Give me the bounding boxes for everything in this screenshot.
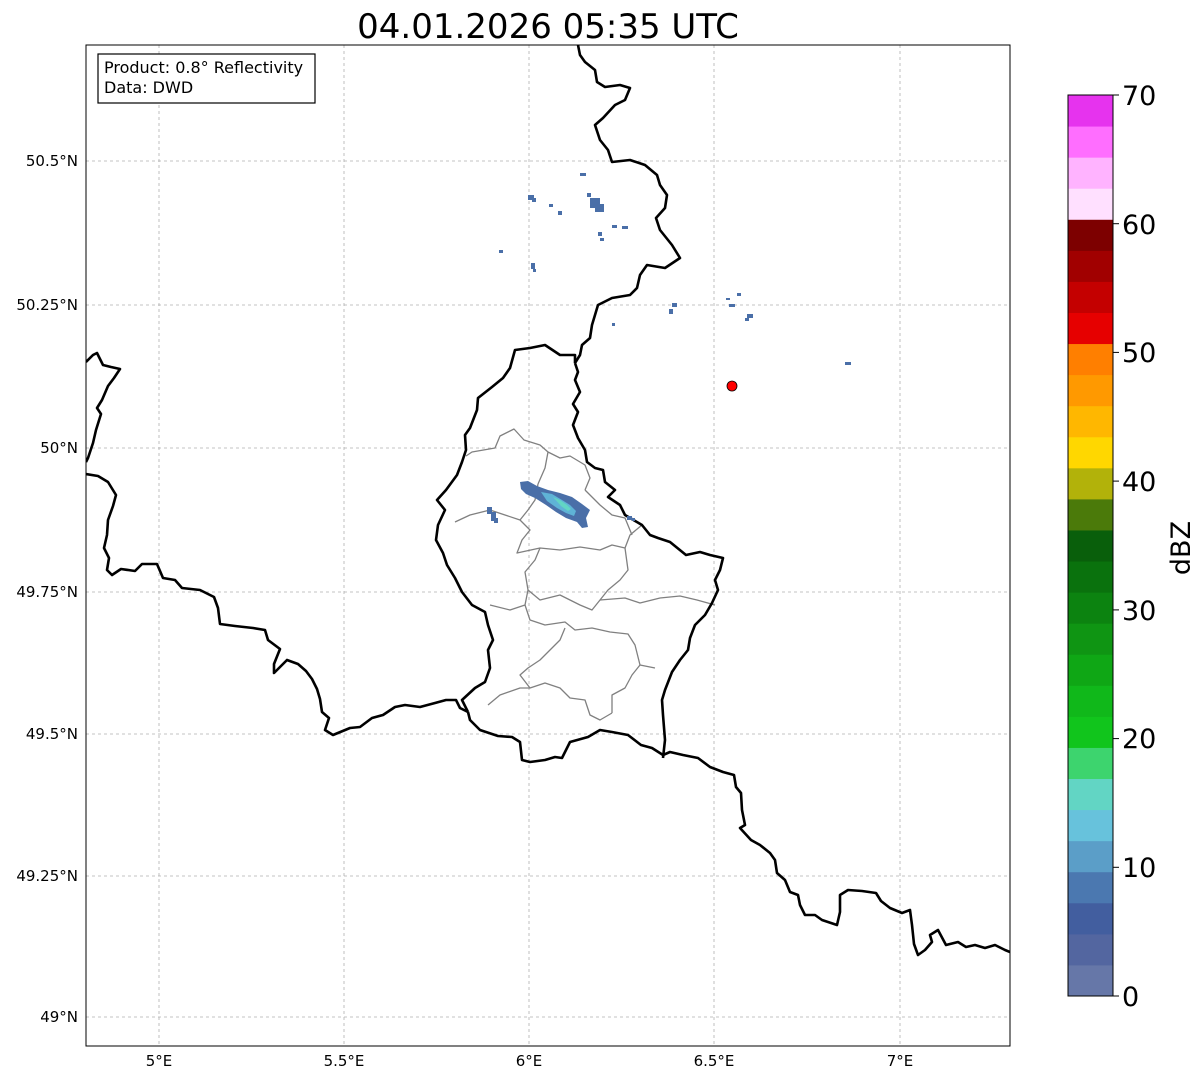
colorbar-segment [1068, 312, 1113, 345]
echo-cell [580, 173, 586, 176]
country-borders [86, 45, 1010, 957]
echo-cell-core [553, 497, 571, 511]
echo-cell [622, 226, 628, 229]
lat-tick-label: 50.25°N [16, 296, 78, 314]
echo-cell [600, 238, 604, 241]
lon-tick-labels: 5°E 5.5°E 6°E 6.5°E 7°E [146, 1052, 914, 1070]
colorbar-segment [1068, 933, 1113, 966]
colorbar-segment [1068, 498, 1113, 531]
colorbar-tick-label: 0 [1122, 982, 1139, 1013]
lon-tick-label: 6°E [516, 1052, 543, 1070]
echo-cell [487, 507, 492, 514]
colorbar-segment [1068, 126, 1113, 158]
echo-cell [627, 516, 632, 520]
colorbar-segment [1068, 871, 1113, 904]
echo-cell [491, 512, 496, 521]
colorbar-segment [1068, 809, 1113, 842]
colorbar-segment [1068, 436, 1113, 469]
echo-cell [549, 204, 553, 207]
colorbar-segment [1068, 529, 1113, 562]
figure-title: 04.01.2026 05:35 UTC [357, 7, 739, 47]
radar-site-marker [726, 380, 738, 392]
colorbar-segment [1068, 840, 1113, 873]
info-product: Product: 0.8° Reflectivity [104, 58, 303, 77]
echo-cell [494, 518, 498, 523]
echo-cell [531, 263, 535, 269]
echo-cell [729, 304, 735, 307]
colorbar-tick-label: 20 [1122, 724, 1156, 755]
echo-cell [612, 225, 617, 228]
colorbar-segment [1068, 95, 1113, 127]
lon-tick-label: 5.5°E [324, 1052, 365, 1070]
map-panel [86, 45, 1010, 1046]
lat-tick-label: 49°N [40, 1008, 78, 1026]
colorbar-segment [1068, 654, 1113, 686]
lat-tick-label: 49.75°N [16, 583, 78, 601]
colorbar-frame [1067, 94, 1114, 997]
canton-boundaries [454, 428, 716, 721]
colorbar: 0 10 20 30 40 50 60 70 dBZ [1067, 81, 1197, 1013]
echo-cell [499, 250, 503, 253]
colorbar-segment [1068, 778, 1113, 811]
colorbar-segment [1068, 716, 1113, 748]
colorbar-segment [1068, 281, 1113, 313]
gridlines [86, 45, 1010, 1046]
echo-cell [590, 198, 600, 208]
colorbar-ticks: 0 10 20 30 40 50 60 70 [1113, 81, 1156, 1013]
colorbar-segment [1068, 467, 1113, 500]
colorbar-tick-label: 50 [1122, 338, 1156, 369]
colorbar-tick-label: 10 [1122, 853, 1156, 884]
colorbar-segment [1068, 623, 1113, 655]
echo-cell [528, 195, 534, 200]
info-data-source: Data: DWD [104, 78, 193, 97]
colorbar-segment [1068, 592, 1113, 624]
echo-cell [632, 518, 635, 521]
colorbar-segment [1068, 188, 1113, 220]
info-box: Product: 0.8° Reflectivity Data: DWD [97, 53, 316, 104]
colorbar-segment [1068, 405, 1113, 438]
colorbar-segment [1068, 747, 1113, 780]
colorbar-segment [1068, 343, 1113, 376]
echo-cell [595, 204, 604, 212]
colorbar-segment [1068, 964, 1113, 997]
colorbar-segment [1068, 250, 1113, 282]
colorbar-segment [1068, 902, 1113, 935]
echo-cell [532, 198, 536, 202]
echo-cell [598, 232, 602, 236]
colorbar-tick-label: 60 [1122, 210, 1156, 241]
echo-cell [747, 314, 753, 318]
colorbar-segment [1068, 157, 1113, 189]
echo-cell [745, 318, 749, 321]
echo-cell [612, 323, 615, 326]
lat-tick-label: 50°N [40, 439, 78, 457]
colorbar-tick-label: 30 [1122, 596, 1156, 627]
colorbar-label: dBZ [1166, 521, 1197, 575]
lon-tick-label: 7°E [887, 1052, 914, 1070]
echo-cell [845, 362, 851, 365]
lon-tick-label: 5°E [146, 1052, 173, 1070]
colorbar-segment [1068, 219, 1113, 251]
colorbar-segments [1068, 95, 1113, 997]
echo-cell [558, 211, 562, 215]
lat-tick-label: 49.25°N [16, 867, 78, 885]
colorbar-tick-label: 40 [1122, 467, 1156, 498]
echo-cell [533, 269, 536, 272]
lat-tick-label: 49.5°N [26, 725, 78, 743]
echo-cell [672, 303, 677, 307]
echo-cell [726, 298, 730, 300]
lat-tick-labels: 50.5°N 50.25°N 50°N 49.75°N 49.5°N 49.25… [16, 152, 78, 1026]
echo-cell [587, 193, 591, 197]
radar-echoes [487, 173, 851, 528]
echo-cell [669, 309, 673, 314]
colorbar-tick-label: 70 [1122, 81, 1156, 112]
colorbar-segment [1068, 685, 1113, 717]
map-frame [85, 44, 1011, 1047]
lat-tick-label: 50.5°N [26, 152, 78, 170]
colorbar-segment [1068, 374, 1113, 407]
lon-tick-label: 6.5°E [694, 1052, 735, 1070]
colorbar-segment [1068, 561, 1113, 593]
echo-cell [737, 293, 741, 296]
